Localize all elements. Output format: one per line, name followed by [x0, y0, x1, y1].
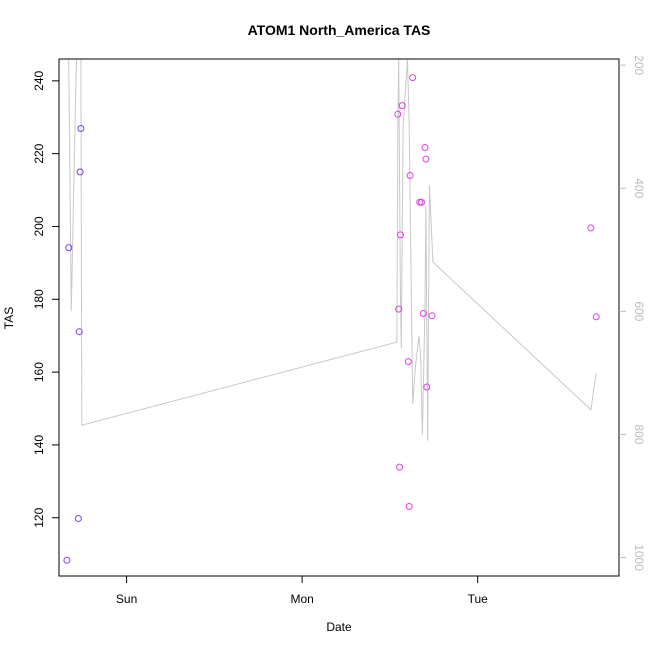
line-layer	[68, 58, 597, 441]
data-point	[587, 224, 595, 232]
data-point	[396, 231, 404, 239]
y2-tick-label: 400	[632, 178, 646, 198]
data-point	[77, 125, 85, 132]
y-axis-label: TAS	[2, 307, 16, 329]
x-axis: Sun Mon Tue	[116, 576, 488, 606]
data-point	[428, 312, 436, 320]
y2-tick-label: 200	[632, 55, 646, 75]
y2-tick-label: 800	[632, 424, 646, 444]
data-point	[398, 102, 406, 110]
y-tick-label: 240	[32, 71, 46, 91]
data-point	[418, 198, 425, 206]
data-point	[76, 168, 84, 176]
data-point	[419, 310, 427, 317]
data-point	[396, 463, 404, 471]
data-point	[74, 515, 82, 522]
data-point	[406, 172, 414, 179]
data-point	[423, 383, 431, 391]
data-point	[394, 110, 402, 118]
y-tick-label: 220	[32, 143, 46, 163]
data-point	[404, 358, 412, 366]
y2-axis: 200 400 600 800 1000	[619, 55, 646, 571]
data-point	[409, 74, 417, 82]
y2-tick-label: 600	[632, 301, 646, 321]
y-tick-label: 120	[32, 507, 46, 527]
data-point	[592, 313, 600, 321]
y2-tick-label: 1000	[632, 544, 646, 571]
data-point	[63, 556, 71, 564]
data-point	[421, 144, 429, 151]
plot-frame	[58, 58, 620, 577]
y-axis: 120 140 160 180 200 220 240	[32, 71, 59, 528]
y-tick-label: 160	[32, 362, 46, 382]
series-line	[68, 58, 597, 441]
data-point	[405, 503, 413, 510]
data-point	[422, 155, 430, 163]
x-axis-label: Date	[326, 620, 352, 634]
data-point	[65, 244, 73, 252]
x-tick-label: Tue	[468, 592, 489, 606]
chart-title: ATOM1 North_America TAS	[248, 22, 431, 38]
data-point	[75, 328, 83, 336]
y-tick-label: 180	[32, 289, 46, 309]
x-tick-label: Sun	[116, 592, 137, 606]
data-point	[395, 305, 403, 313]
y-tick-label: 140	[32, 435, 46, 455]
x-tick-label: Mon	[290, 592, 313, 606]
point-layer	[63, 74, 600, 564]
y-tick-label: 200	[32, 216, 46, 236]
